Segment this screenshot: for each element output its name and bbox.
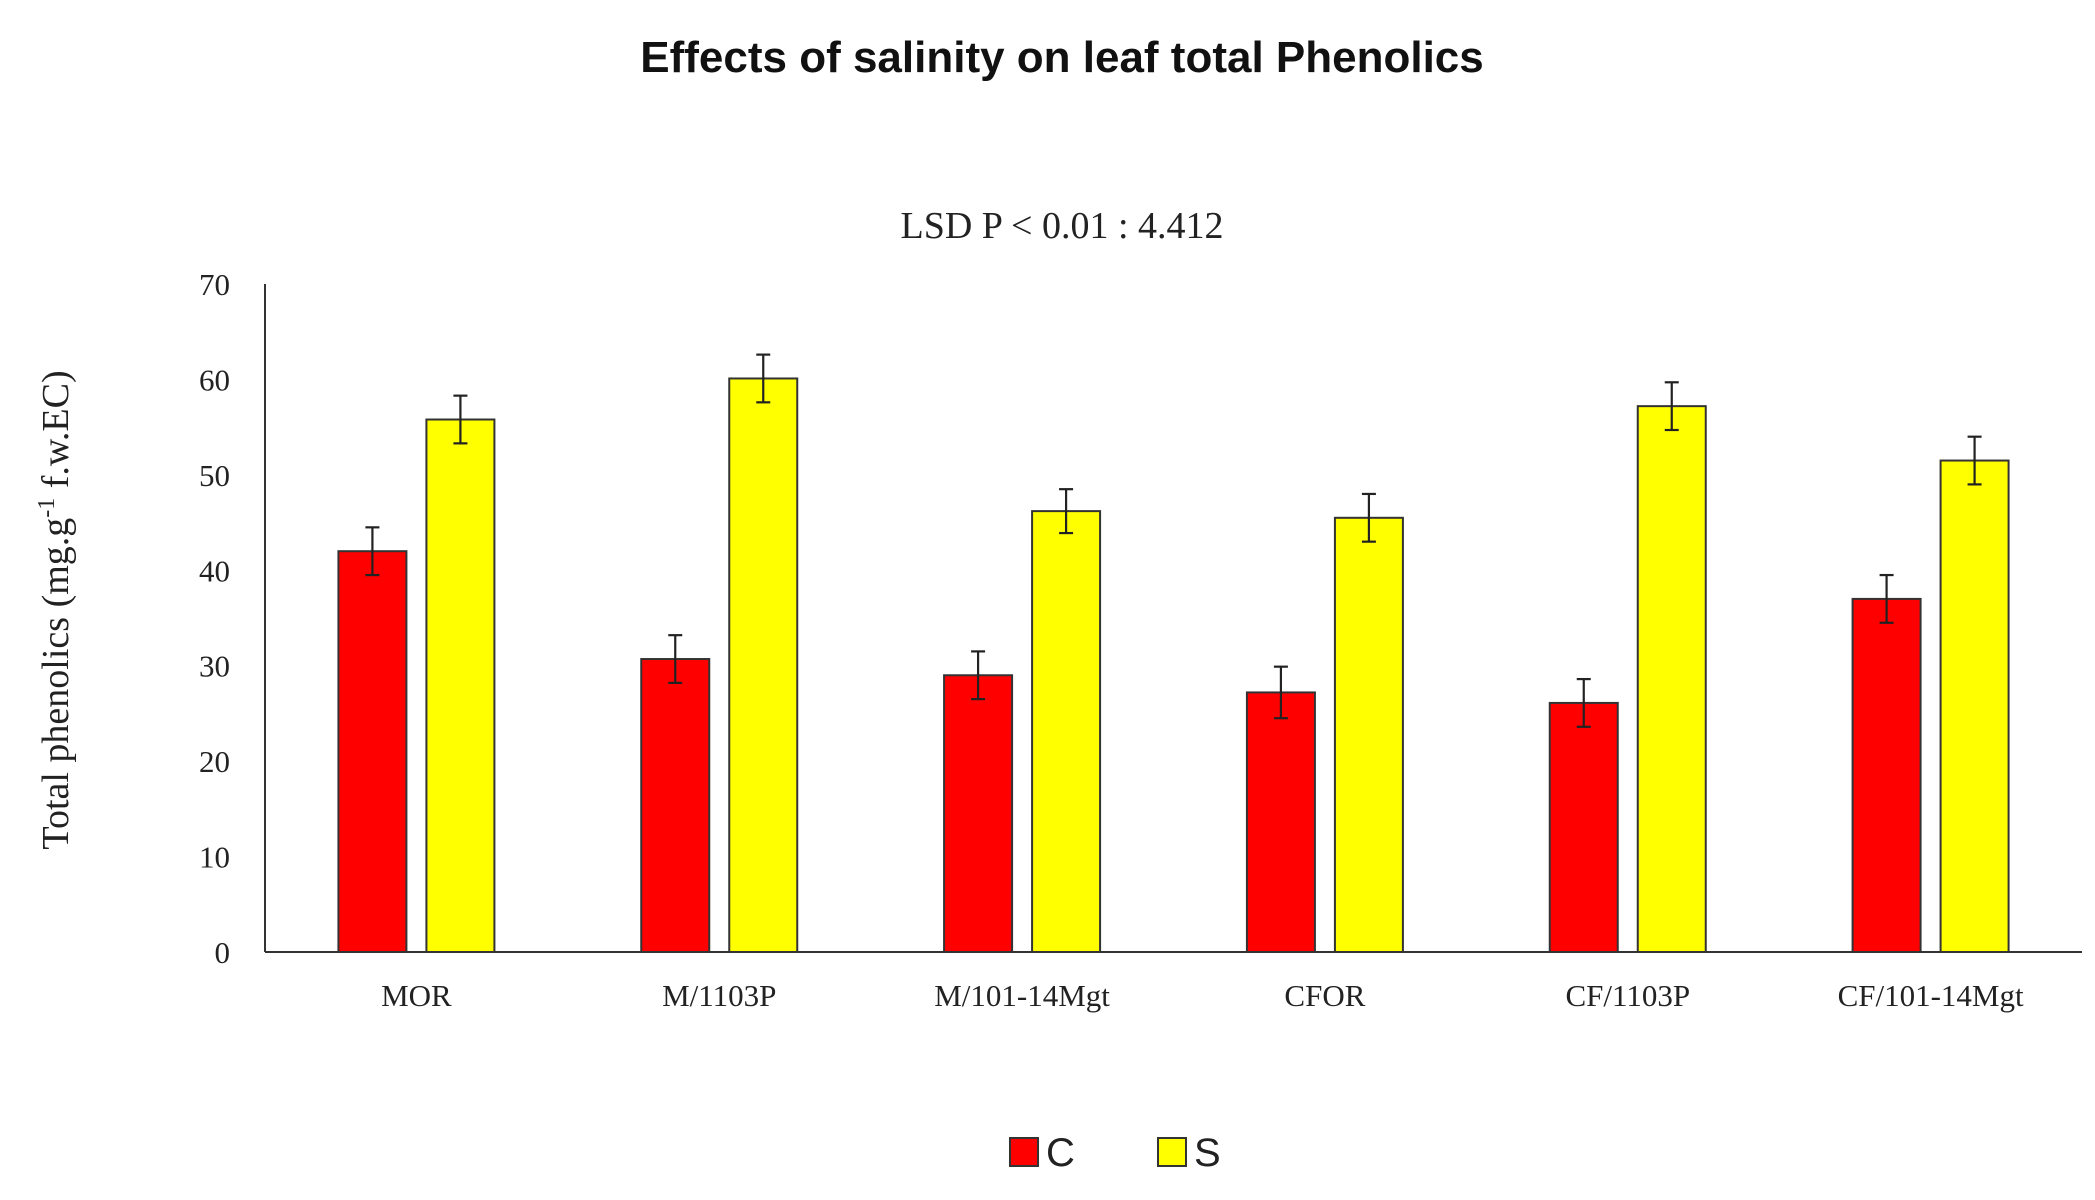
bar-s-cf-1103p [1636,405,1707,953]
chart-title: Effects of salinity on leaf total Phenol… [640,33,1484,82]
bar-c-cf-101-14mgt [1851,597,1922,954]
y-tick-label: 50 [199,458,230,493]
x-category-label: CFOR [1284,978,1365,1013]
x-category-label: MOR [381,978,452,1013]
error-bars-group [365,353,1982,728]
bar-s-m-1103p [728,377,799,953]
legend-swatch-c [1009,1137,1039,1167]
bars-group [337,377,2010,954]
y-tick-label: 10 [199,840,230,875]
y-tick-label: 40 [199,553,230,588]
legend-label-s: S [1194,1131,1221,1175]
bar-s-mor [425,418,496,954]
y-axis-label-tail: f.w.EC) [35,370,77,497]
y-axis-label: Total phenolics (mg.g-1 f.w.EC) [34,370,77,849]
x-category-label: M/101-14Mgt [934,978,1110,1013]
x-axis-labels: MOR M/1103P M/101-14Mgt CFOR CF/1103P CF/101-… [381,978,2024,1013]
y-axis-label-superscript: -1 [34,498,60,518]
bar-c-mor [337,550,408,953]
x-category-label: CF/1103P [1565,978,1690,1013]
y-tick-label: 60 [199,362,230,397]
bar-c-m-101-14mgt [943,674,1014,953]
y-axis-ticks: 0 10 20 30 40 50 60 70 [199,267,230,970]
x-category-label: M/1103P [662,978,776,1013]
bar-s-cf-101-14mgt [1939,459,2010,953]
bar-c-m-1103p [640,658,711,954]
chart-subtitle: LSD P < 0.01 : 4.412 [901,205,1224,247]
y-axis-label-main: Total phenolics (mg.g [35,518,77,850]
y-tick-label: 30 [199,649,230,684]
legend-label-c: C [1046,1131,1075,1175]
y-tick-label: 70 [199,267,230,302]
bar-s-m-101-14mgt [1031,510,1102,953]
bar-c-cfor [1245,691,1316,953]
legend-swatch-s [1157,1137,1187,1167]
y-tick-label: 20 [199,744,230,779]
bar-s-cfor [1333,516,1404,953]
x-category-label: CF/101-14Mgt [1838,978,2024,1013]
bar-c-cf-1103p [1548,701,1619,954]
y-tick-label: 0 [215,935,231,970]
